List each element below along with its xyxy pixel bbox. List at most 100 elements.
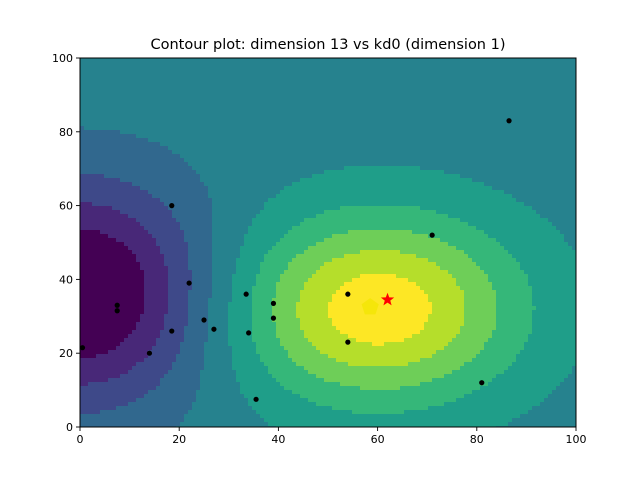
- contour-cell: [180, 274, 185, 279]
- contour-cell: [140, 326, 145, 331]
- contour-cell: [124, 138, 129, 143]
- contour-cell: [288, 294, 293, 299]
- contour-cell: [172, 126, 177, 131]
- contour-cell: [248, 134, 253, 139]
- contour-cell: [164, 406, 169, 411]
- contour-cell: [124, 338, 129, 343]
- contour-cell: [216, 186, 221, 191]
- contour-cell: [96, 378, 101, 383]
- contour-cell: [160, 354, 165, 359]
- contour-cell: [260, 74, 265, 79]
- contour-cell: [196, 374, 201, 379]
- contour-cell: [208, 254, 213, 259]
- contour-cell: [152, 258, 157, 263]
- contour-cell: [180, 70, 185, 75]
- contour-cell: [272, 274, 277, 279]
- contour-cell: [184, 154, 189, 159]
- contour-cell: [248, 346, 253, 351]
- contour-cell: [216, 290, 221, 295]
- contour-cell: [252, 198, 257, 203]
- contour-cell: [88, 94, 93, 99]
- contour-cell: [112, 250, 117, 255]
- contour-cell: [280, 282, 285, 287]
- contour-cell: [280, 226, 285, 231]
- contour-cell: [188, 290, 193, 295]
- contour-cell: [172, 302, 177, 307]
- contour-cell: [96, 290, 101, 295]
- contour-cell: [256, 362, 261, 367]
- contour-cell: [236, 130, 241, 135]
- contour-cell: [280, 406, 285, 411]
- contour-cell: [224, 318, 229, 323]
- contour-cell: [128, 406, 133, 411]
- contour-cell: [100, 214, 105, 219]
- contour-cell: [156, 318, 161, 323]
- contour-cell: [128, 346, 133, 351]
- contour-cell: [288, 330, 293, 335]
- contour-cell: [104, 398, 109, 403]
- contour-cell: [148, 106, 153, 111]
- contour-cell: [208, 106, 213, 111]
- contour-cell: [276, 106, 281, 111]
- contour-cell: [156, 390, 161, 395]
- contour-cell: [260, 390, 265, 395]
- contour-cell: [208, 130, 213, 135]
- contour-cell: [268, 386, 273, 391]
- contour-cell: [236, 322, 241, 327]
- contour-cell: [84, 410, 89, 415]
- contour-cell: [80, 186, 85, 191]
- contour-cell: [104, 174, 109, 179]
- contour-cell: [192, 370, 197, 375]
- contour-cell: [176, 290, 181, 295]
- contour-cell: [136, 114, 141, 119]
- contour-cell: [248, 190, 253, 195]
- contour-cell: [184, 162, 189, 167]
- contour-cell: [124, 290, 129, 295]
- contour-cell: [124, 214, 129, 219]
- contour-cell: [244, 302, 249, 307]
- contour-cell: [220, 82, 225, 87]
- contour-cell: [144, 226, 149, 231]
- contour-cell: [124, 374, 129, 379]
- contour-cell: [92, 66, 97, 71]
- contour-cell: [128, 82, 133, 87]
- contour-cell: [244, 94, 249, 99]
- contour-cell: [224, 326, 229, 331]
- contour-cell: [152, 230, 157, 235]
- contour-cell: [236, 326, 241, 331]
- contour-cell: [136, 290, 141, 295]
- contour-cell: [248, 238, 253, 243]
- contour-cell: [156, 194, 161, 199]
- contour-cell: [124, 222, 129, 227]
- contour-cell: [180, 190, 185, 195]
- contour-cell: [236, 266, 241, 271]
- contour-cell: [180, 322, 185, 327]
- contour-cell: [184, 226, 189, 231]
- contour-cell: [140, 386, 145, 391]
- contour-cell: [96, 270, 101, 275]
- contour-cell: [208, 178, 213, 183]
- contour-cell: [216, 322, 221, 327]
- contour-cell: [172, 298, 177, 303]
- contour-cell: [144, 322, 149, 327]
- contour-cell: [148, 286, 153, 291]
- contour-cell: [124, 166, 129, 171]
- contour-cell: [252, 74, 257, 79]
- contour-cell: [236, 262, 241, 267]
- contour-cell: [240, 222, 245, 227]
- contour-cell: [100, 94, 105, 99]
- contour-cell: [232, 362, 237, 367]
- contour-cell: [136, 306, 141, 311]
- contour-cell: [100, 322, 105, 327]
- contour-cell: [84, 178, 89, 183]
- contour-cell: [224, 94, 229, 99]
- contour-cell: [196, 298, 201, 303]
- contour-cell: [220, 378, 225, 383]
- contour-cell: [284, 214, 289, 219]
- contour-cell: [192, 86, 197, 91]
- contour-cell: [104, 414, 109, 419]
- contour-cell: [224, 382, 229, 387]
- contour-cell: [88, 238, 93, 243]
- contour-cell: [128, 102, 133, 107]
- contour-cell: [84, 322, 89, 327]
